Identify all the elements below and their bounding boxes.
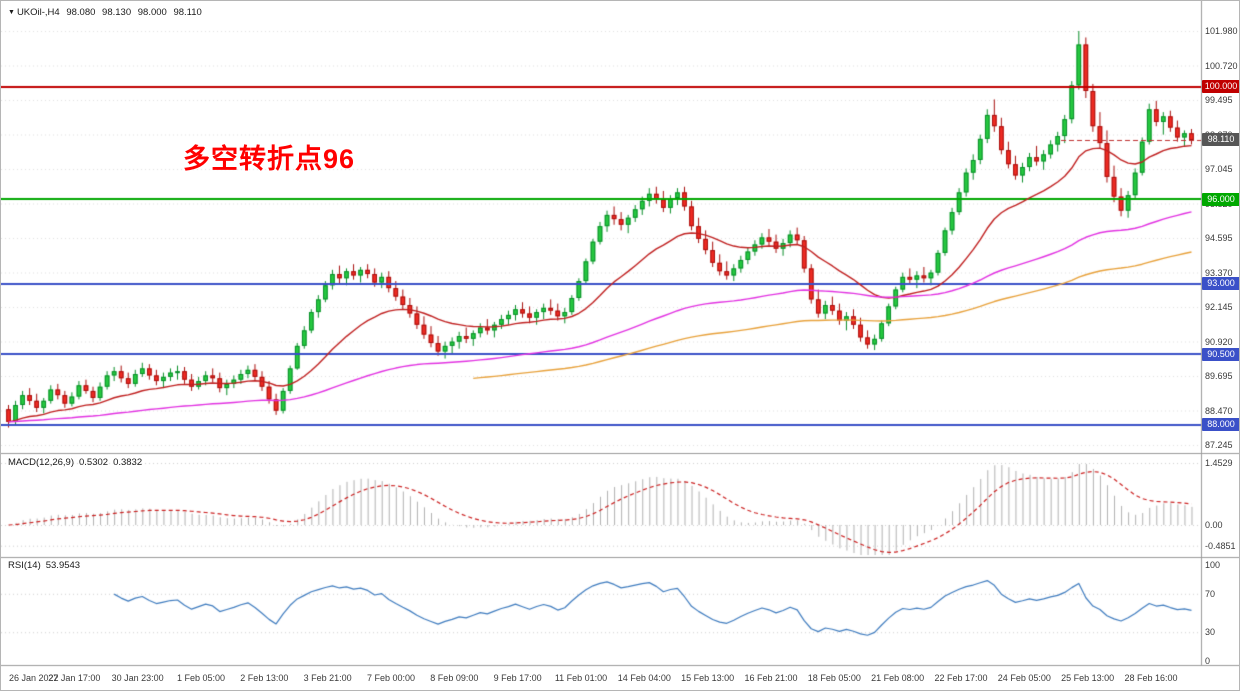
price-axis-label: 92.145: [1205, 302, 1233, 312]
time-axis-label: 24 Feb 05:00: [997, 673, 1051, 683]
rsi-axis-label: 0: [1205, 656, 1211, 666]
time-axis-label: 28 Feb 16:00: [1124, 673, 1178, 683]
time-axis-label: 27 Jan 17:00: [48, 673, 101, 683]
ohlc-close: 98.110: [173, 7, 202, 18]
price-level-badge: 88.000: [1202, 418, 1239, 432]
rsi-indicator-name: RSI(14): [8, 560, 41, 571]
chart-header: ▼ UKOil-,H4 98.080 98.130 98.000 98.110: [8, 7, 206, 18]
price-axis-label: 89.695: [1205, 371, 1233, 381]
rsi-pane-label: RSI(14) 53.9543: [8, 560, 85, 571]
price-axis-label: 94.595: [1205, 233, 1233, 243]
macd-signal-value: 0.3832: [113, 457, 143, 468]
time-axis-label: 2 Feb 13:00: [240, 673, 289, 683]
symbol-timeframe-label: UKOil-,H4: [16, 7, 60, 18]
macd-indicator-name: MACD(12,26,9): [8, 457, 74, 468]
price-level-badge: 93.000: [1202, 277, 1239, 291]
time-axis-label: 25 Feb 13:00: [1061, 673, 1115, 683]
macd-axis-label: 0.00: [1205, 520, 1223, 530]
rsi-axis-label: 70: [1205, 588, 1216, 599]
current-price-badge: 98.110: [1202, 133, 1239, 147]
time-axis-label: 30 Jan 23:00: [111, 673, 164, 683]
time-axis-label: 14 Feb 04:00: [617, 673, 671, 683]
time-axis-label: 22 Feb 17:00: [934, 673, 988, 683]
price-axis-label: 87.245: [1205, 440, 1233, 450]
price-axis-label: 101.980: [1205, 26, 1238, 36]
ohlc-low: 98.000: [137, 7, 167, 18]
macd-axis-label: 1.4529: [1205, 458, 1233, 468]
ohlc-high: 98.130: [102, 7, 132, 18]
rsi-axis-label: 30: [1205, 627, 1216, 638]
time-axis-label: 18 Feb 05:00: [807, 673, 861, 683]
price-axis-label: 99.495: [1205, 95, 1233, 105]
price-level-badge: 96.000: [1202, 192, 1239, 206]
macd-pane-label: MACD(12,26,9) 0.5302 0.3832: [8, 457, 147, 468]
price-axis-label: 97.045: [1205, 164, 1233, 174]
price-level-badge: 100.000: [1202, 80, 1239, 94]
price-axis-label: 93.370: [1205, 267, 1233, 278]
ohlc-open: 98.080: [66, 7, 96, 18]
chart-dropdown-icon[interactable]: ▼: [8, 9, 15, 16]
time-axis-label: 21 Feb 08:00: [871, 673, 925, 683]
time-axis-label: 8 Feb 09:00: [430, 673, 479, 683]
rsi-axis-label: 100: [1205, 560, 1221, 570]
time-axis-label: 16 Feb 21:00: [744, 673, 798, 683]
time-axis-label: 9 Feb 17:00: [493, 673, 542, 683]
price-axis-label: 90.920: [1205, 336, 1233, 347]
price-level-badge: 90.500: [1202, 347, 1239, 361]
rsi-value: 53.9543: [45, 560, 81, 571]
price-axis-label: 100.720: [1205, 60, 1238, 71]
macd-axis-label: -0.4851: [1205, 540, 1236, 551]
price-axis-label: 88.470: [1205, 405, 1233, 416]
chart-text-annotation[interactable]: 多空转折点96: [183, 144, 356, 174]
time-axis-label: 7 Feb 00:00: [366, 673, 416, 683]
time-axis-label: 3 Feb 21:00: [303, 673, 352, 683]
time-axis-label: 11 Feb 01:00: [554, 673, 608, 683]
macd-main-value: 0.5302: [79, 457, 109, 468]
time-axis-label: 26 Jan 2022: [9, 673, 59, 683]
time-axis-label: 1 Feb 05:00: [176, 673, 226, 683]
time-axis-label: 15 Feb 13:00: [681, 673, 735, 683]
